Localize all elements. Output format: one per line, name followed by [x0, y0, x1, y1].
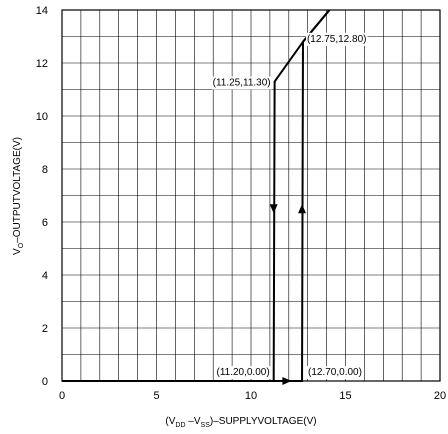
- y-tick-label: 14: [36, 5, 48, 17]
- arrow-down: [269, 204, 278, 214]
- x-tick-label: 15: [339, 390, 351, 402]
- annotation-background: [305, 32, 368, 46]
- grid: [62, 10, 440, 381]
- y-tick-labels: 0 2 4 6 8 10 12 14: [36, 5, 48, 388]
- y-tick-label: 6: [42, 217, 48, 229]
- annotation-label: (12.70,0.00): [308, 367, 362, 378]
- annotation-background: [307, 366, 363, 379]
- series-line-1: [62, 9, 331, 382]
- arrow-up: [298, 204, 307, 214]
- annotation: (11.25,11.30): [211, 76, 272, 90]
- annotation-label: (11.25,11.30): [213, 78, 271, 89]
- y-tick-label: 2: [42, 323, 48, 335]
- y-tick-label: 10: [36, 111, 48, 123]
- annotation: (11.20,0.00): [215, 366, 271, 379]
- y-tick-label: 8: [42, 164, 48, 176]
- annotation-background: [211, 76, 272, 90]
- y-tick-label: 4: [42, 270, 48, 282]
- x-tick-label: 10: [245, 390, 257, 402]
- arrow-group: [269, 204, 307, 385]
- x-tick-label: 5: [153, 390, 159, 402]
- y-axis-label: VO–OUTPUTVOLTAGE(V): [12, 137, 25, 255]
- annotation-background: [215, 366, 271, 379]
- annotation-label: (11.20,0.00): [216, 367, 269, 378]
- x-tick-label: 0: [59, 390, 65, 402]
- annotation: (12.75,12.80): [305, 32, 368, 46]
- annotation-label: (12.75,12.80): [307, 34, 367, 45]
- x-tick-label: 20: [434, 390, 446, 402]
- x-tick-labels: 0 5 10 15 20: [59, 390, 446, 402]
- x-axis-label: (VDD –VSS)–SUPPLYVOLTAGE(V): [165, 416, 316, 429]
- y-tick-label: 0: [42, 376, 48, 388]
- arrow-right: [282, 377, 292, 385]
- annotation: (12.70,0.00): [307, 366, 363, 379]
- y-tick-label: 12: [36, 58, 48, 70]
- annotation-group: (12.75,12.80) (11.25,11.30) (11.20,0.00) (1…: [211, 32, 368, 379]
